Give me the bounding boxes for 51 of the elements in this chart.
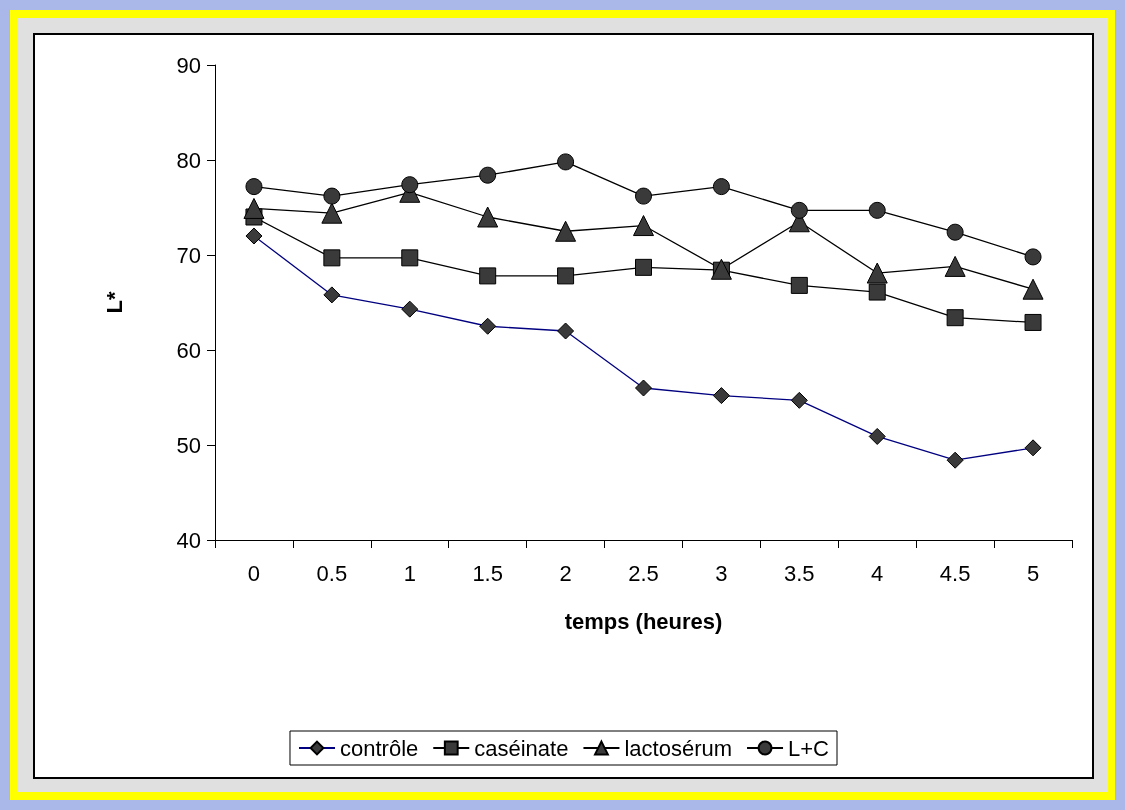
x-tick-label: 1.5 <box>472 560 503 586</box>
y-tick-label: 70 <box>176 242 201 268</box>
x-tick-label: 3 <box>715 560 728 586</box>
point <box>401 176 419 194</box>
point <box>790 276 808 294</box>
point <box>477 206 499 228</box>
legend-label: contrôle <box>340 735 419 761</box>
y-tick-label: 90 <box>176 52 201 78</box>
y-tick-label: 60 <box>176 337 201 363</box>
x-tick-label: 4 <box>871 560 884 586</box>
x-tick-label: 5 <box>1026 560 1040 586</box>
x-axis-title: temps (heures) <box>564 608 723 634</box>
point <box>868 283 886 301</box>
legend-label: L+C <box>788 735 830 761</box>
point <box>321 202 343 224</box>
point <box>790 201 808 219</box>
x-tick-label: 2.5 <box>628 560 659 586</box>
point <box>946 309 964 327</box>
point <box>866 262 888 284</box>
point <box>401 249 419 267</box>
point <box>1024 248 1042 266</box>
x-tick-label: 2 <box>559 560 572 586</box>
legend-label: caséinate <box>474 735 569 761</box>
point <box>946 223 964 241</box>
point <box>712 178 730 196</box>
point <box>868 201 886 219</box>
x-tick-label: 1 <box>403 560 416 586</box>
y-tick-label: 40 <box>176 527 201 553</box>
point <box>245 178 263 196</box>
legend-label: lactosérum <box>624 735 733 761</box>
point <box>555 220 577 242</box>
point <box>635 258 652 276</box>
y-axis-title: L* <box>101 291 127 314</box>
point <box>557 267 575 285</box>
point <box>633 215 654 237</box>
x-tick-label: 0.5 <box>316 560 348 586</box>
point <box>557 153 575 171</box>
point <box>243 197 265 219</box>
y-tick-label: 80 <box>176 147 201 173</box>
point <box>479 166 497 184</box>
point <box>479 267 497 285</box>
point <box>944 255 966 277</box>
x-tick-label: 3.5 <box>784 560 815 586</box>
point <box>323 249 341 267</box>
x-tick-label: 0 <box>247 560 261 586</box>
point <box>1024 313 1042 331</box>
point <box>635 187 652 205</box>
x-tick-label: 4.5 <box>939 560 971 586</box>
point <box>1022 278 1044 300</box>
point <box>323 187 341 205</box>
y-tick-label: 50 <box>176 432 201 458</box>
